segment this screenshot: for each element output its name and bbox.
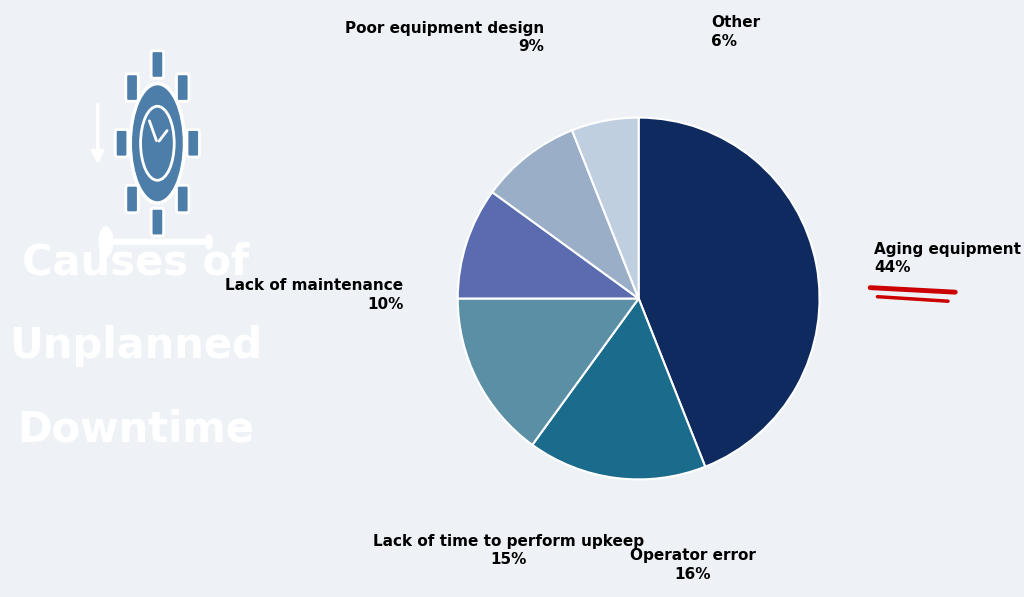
FancyBboxPatch shape [176, 185, 189, 213]
Text: Aging equipment
44%: Aging equipment 44% [873, 242, 1021, 275]
FancyBboxPatch shape [187, 130, 200, 157]
Text: Unplanned: Unplanned [9, 325, 262, 367]
Text: Downtime: Downtime [17, 409, 254, 451]
Text: Lack of time to perform upkeep
15%: Lack of time to perform upkeep 15% [373, 534, 644, 567]
Text: Operator error
16%: Operator error 16% [630, 548, 756, 581]
FancyBboxPatch shape [126, 185, 138, 213]
FancyBboxPatch shape [116, 130, 128, 157]
Text: Other
6%: Other 6% [711, 16, 760, 49]
Wedge shape [639, 118, 819, 467]
Text: Causes of: Causes of [23, 242, 249, 284]
Wedge shape [532, 298, 706, 479]
FancyBboxPatch shape [126, 74, 138, 101]
Wedge shape [493, 130, 639, 298]
Text: Lack of maintenance
10%: Lack of maintenance 10% [225, 278, 403, 312]
FancyBboxPatch shape [176, 74, 189, 101]
Circle shape [99, 227, 113, 257]
Circle shape [130, 84, 184, 203]
Text: Poor equipment design
9%: Poor equipment design 9% [345, 21, 545, 54]
Wedge shape [572, 118, 639, 298]
Circle shape [140, 106, 174, 180]
FancyBboxPatch shape [152, 51, 164, 78]
Wedge shape [458, 192, 639, 298]
FancyBboxPatch shape [152, 208, 164, 236]
Circle shape [206, 235, 212, 249]
Wedge shape [458, 298, 639, 445]
